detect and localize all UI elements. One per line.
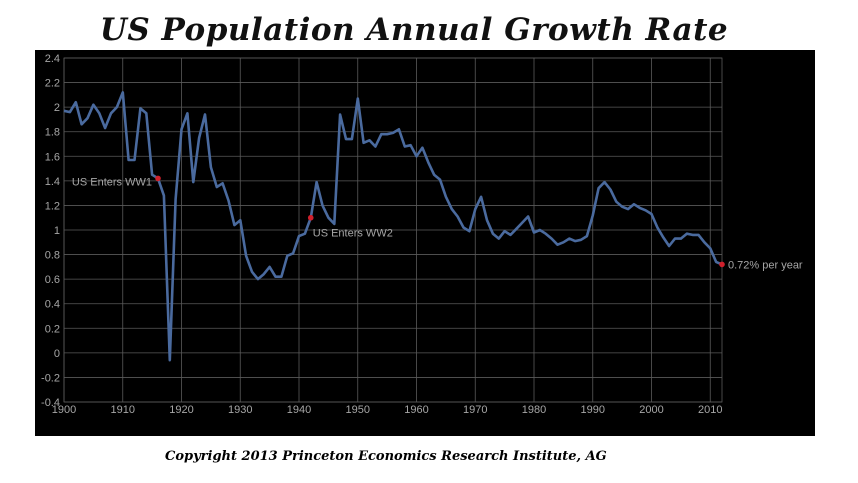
y-tick-label: 0.8	[45, 250, 60, 262]
x-tick-label: 1960	[404, 404, 428, 416]
y-tick-label: 0.4	[45, 299, 60, 311]
annotations: US Enters WW1 US Enters WW2 0.72% per year	[72, 175, 803, 271]
x-axis-ticks: 1900 1910 1920 1930 1940 1950 1960 1970 1980 1990…	[52, 404, 723, 416]
annotation-label: US Enters WW2	[313, 228, 393, 240]
annotation-marker	[155, 175, 161, 182]
x-tick-label: 1990	[581, 404, 605, 416]
chart-title: US Population Annual Growth Rate	[99, 12, 729, 48]
y-tick-label: 2	[54, 102, 60, 114]
y-tick-label: 1.8	[45, 127, 60, 139]
x-tick-label: 2000	[639, 404, 663, 416]
x-tick-label: 1940	[287, 404, 311, 416]
y-tick-label: 0	[54, 348, 60, 360]
y-tick-label: 0.2	[45, 323, 60, 335]
x-tick-label: 2010	[698, 404, 722, 416]
annotation-label: 0.72% per year	[728, 259, 803, 271]
y-tick-label: 1.2	[45, 200, 60, 212]
y-tick-label: 1.4	[45, 176, 60, 188]
growth-rate-chart: 2.4 2.2 2 1.8 1.6 1.4 1.2 1 0.8 0.6 0.4 0.2 0 -0.2 -0.…	[41, 53, 803, 416]
y-tick-label: 2.2	[45, 78, 60, 90]
x-tick-label: 1980	[522, 404, 546, 416]
x-tick-label: 1920	[169, 404, 193, 416]
annotation-label: US Enters WW1	[72, 176, 152, 188]
plot-frame	[63, 57, 723, 403]
x-tick-label: 1910	[111, 404, 135, 416]
y-tick-label: 0.6	[45, 274, 60, 286]
y-tick-label: 1.6	[45, 151, 60, 163]
annotation-marker	[307, 214, 314, 221]
y-tick-label: 2.4	[45, 53, 60, 65]
annotation-marker	[719, 261, 725, 268]
x-tick-label: 1970	[463, 404, 487, 416]
y-axis-ticks: 2.4 2.2 2 1.8 1.6 1.4 1.2 1 0.8 0.6 0.4 0.2 0 -0.2 -0.…	[41, 53, 60, 409]
y-tick-label: -0.4	[41, 397, 60, 409]
y-tick-label: -0.2	[41, 372, 60, 384]
x-tick-label: 1930	[228, 404, 252, 416]
y-tick-label: 1	[54, 225, 60, 237]
grid	[63, 57, 723, 403]
copyright-text: Copyright 2013 Princeton Economics Resea…	[165, 449, 607, 464]
series-line-growth-rate	[63, 91, 723, 362]
x-tick-label: 1900	[52, 404, 76, 416]
x-tick-label: 1950	[346, 404, 370, 416]
